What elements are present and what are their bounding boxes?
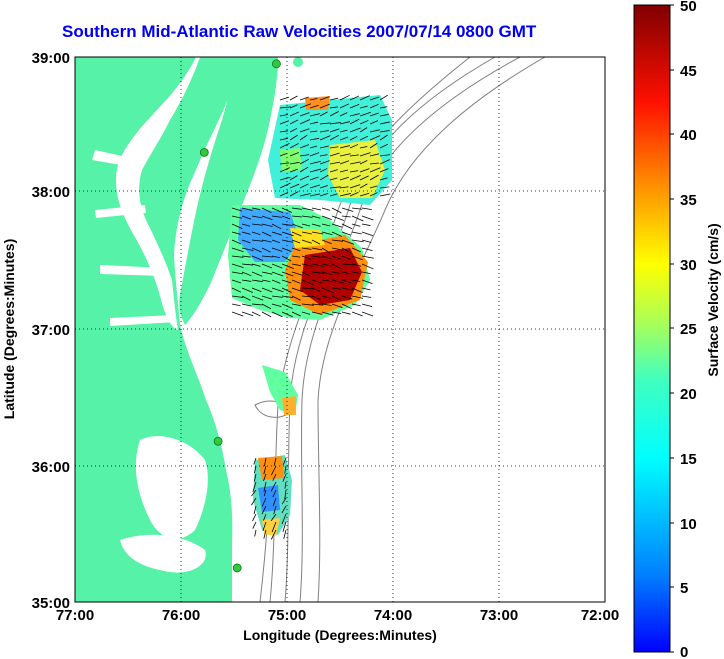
colorbar-tick: 0 — [680, 644, 688, 659]
colorbar-tick: 40 — [680, 127, 697, 144]
colorbar: 50 45 40 35 30 25 20 15 10 5 0 Surface V… — [633, 0, 721, 659]
colorbar-tick: 45 — [680, 63, 697, 80]
colorbar-tick: 20 — [680, 386, 697, 403]
y-tick-label: 39:00 — [32, 50, 70, 67]
chesapeake-bay — [92, 57, 208, 573]
y-axis: 39:00 38:00 37:00 36:00 35:00 Latitude (… — [1, 50, 70, 612]
colorbar-title: Surface Velocity (cm/s) — [705, 223, 721, 376]
y-tick-label: 36:00 — [32, 459, 70, 476]
y-tick-label: 35:00 — [32, 595, 70, 612]
plot-frame — [74, 56, 606, 603]
station-marker — [213, 436, 223, 446]
colorbar-tick: 30 — [680, 257, 697, 274]
x-tick-label: 72:00 — [581, 607, 619, 624]
colorbar-gradient — [633, 4, 671, 653]
colorbar-tick: 25 — [680, 321, 697, 338]
colorbar-tick: 35 — [680, 192, 697, 209]
x-tick-label: 75:00 — [268, 607, 306, 624]
x-tick-label: 74:00 — [374, 607, 412, 624]
x-tick-label: 73:00 — [480, 607, 518, 624]
station-marker — [232, 563, 242, 573]
x-axis-title: Longitude (Degrees:Minutes) — [243, 627, 437, 643]
station-marker — [271, 59, 281, 69]
station-marker — [199, 147, 209, 157]
delmarva-peninsula — [179, 57, 278, 325]
grid-lines — [75, 57, 605, 602]
colorbar-tick: 50 — [680, 0, 697, 15]
velocity-arrows — [231, 94, 391, 540]
x-axis: 77:00 76:00 75:00 74:00 73:00 72:00 Long… — [56, 607, 619, 643]
station-markers — [199, 59, 281, 573]
y-axis-title: Latitude (Degrees:Minutes) — [1, 239, 17, 419]
velocity-field — [228, 95, 392, 536]
y-tick-label: 37:00 — [32, 322, 70, 339]
y-tick-label: 38:00 — [32, 184, 70, 201]
x-tick-label: 76:00 — [162, 607, 200, 624]
colorbar-tick: 15 — [680, 451, 697, 468]
colorbar-tick: 10 — [680, 516, 697, 533]
map-title: Southern Mid-Atlantic Raw Velocities 200… — [62, 22, 537, 41]
x-tick-label: 77:00 — [56, 607, 94, 624]
colorbar-tick: 5 — [680, 580, 688, 597]
